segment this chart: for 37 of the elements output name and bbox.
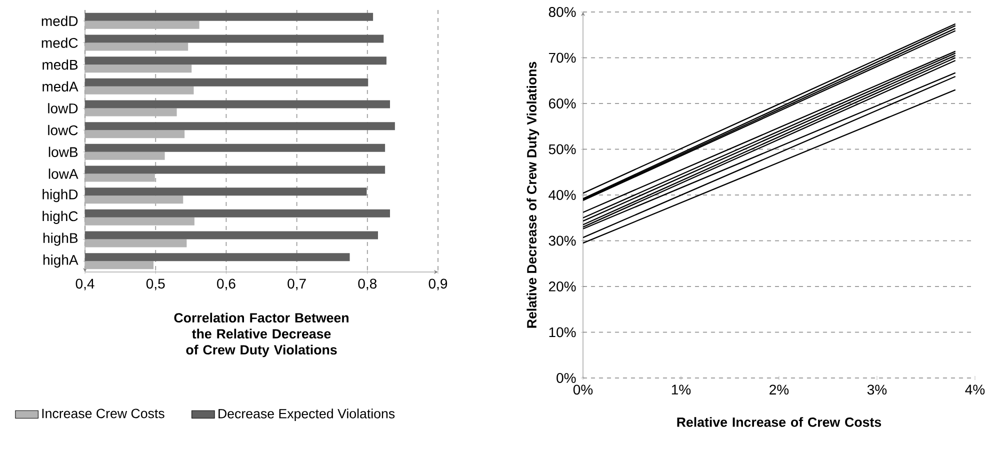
y-tick-label: 30% (548, 236, 576, 246)
x-tick-label: 0,4 (76, 278, 94, 290)
x-tick-label: 2% (770, 384, 789, 395)
x-tick-label: 0,6 (217, 278, 236, 290)
y-tick-label: highC (42, 210, 78, 224)
y-tick-label: medA (42, 81, 78, 92)
x-tick-label: 0,9 (428, 278, 448, 290)
y-tick-label: medB (42, 59, 78, 70)
y-tick-label: 50% (548, 144, 576, 154)
y-tick-label: 60% (548, 98, 576, 108)
y-tick-label: medC (42, 38, 78, 48)
legend-label: Decrease Expected Violations (218, 408, 395, 422)
x-tick-label: 4% (965, 384, 985, 394)
x-axis-title: Relative Increase of Crew Costs (677, 417, 882, 427)
y-tick-label: 70% (548, 52, 576, 63)
x-tick-label: 1% (672, 384, 691, 394)
y-tick-label: highB (43, 232, 78, 246)
y-tick-label: 20% (548, 282, 576, 292)
x-tick-label: 3% (867, 384, 887, 395)
y-axis-title: Relative Decrease of Crew Duty Violations (526, 62, 540, 328)
x-tick-label: 0,5 (146, 278, 165, 290)
x-axis-title: Correlation Factor Between the Relative Decrease of Crew Duty Violations (174, 312, 348, 358)
legend-label: Increase Crew Costs (42, 408, 164, 418)
y-tick-label: lowD (48, 103, 78, 114)
y-tick-label: lowA (48, 168, 78, 179)
y-tick-label: highD (42, 189, 78, 202)
x-tick-label: 0,7 (288, 278, 306, 290)
y-tick-label: medD (42, 16, 78, 26)
y-tick-label: 10% (549, 327, 576, 338)
y-tick-label: 80% (548, 7, 576, 17)
y-tick-label: 40% (548, 190, 576, 200)
y-tick-label: highA (43, 254, 78, 268)
y-tick-label: lowB (48, 146, 78, 158)
y-tick-label: 0% (556, 373, 576, 383)
x-tick-label: 0,8 (358, 278, 377, 290)
y-tick-label: lowC (48, 124, 78, 136)
x-tick-label: 0% (573, 384, 593, 395)
